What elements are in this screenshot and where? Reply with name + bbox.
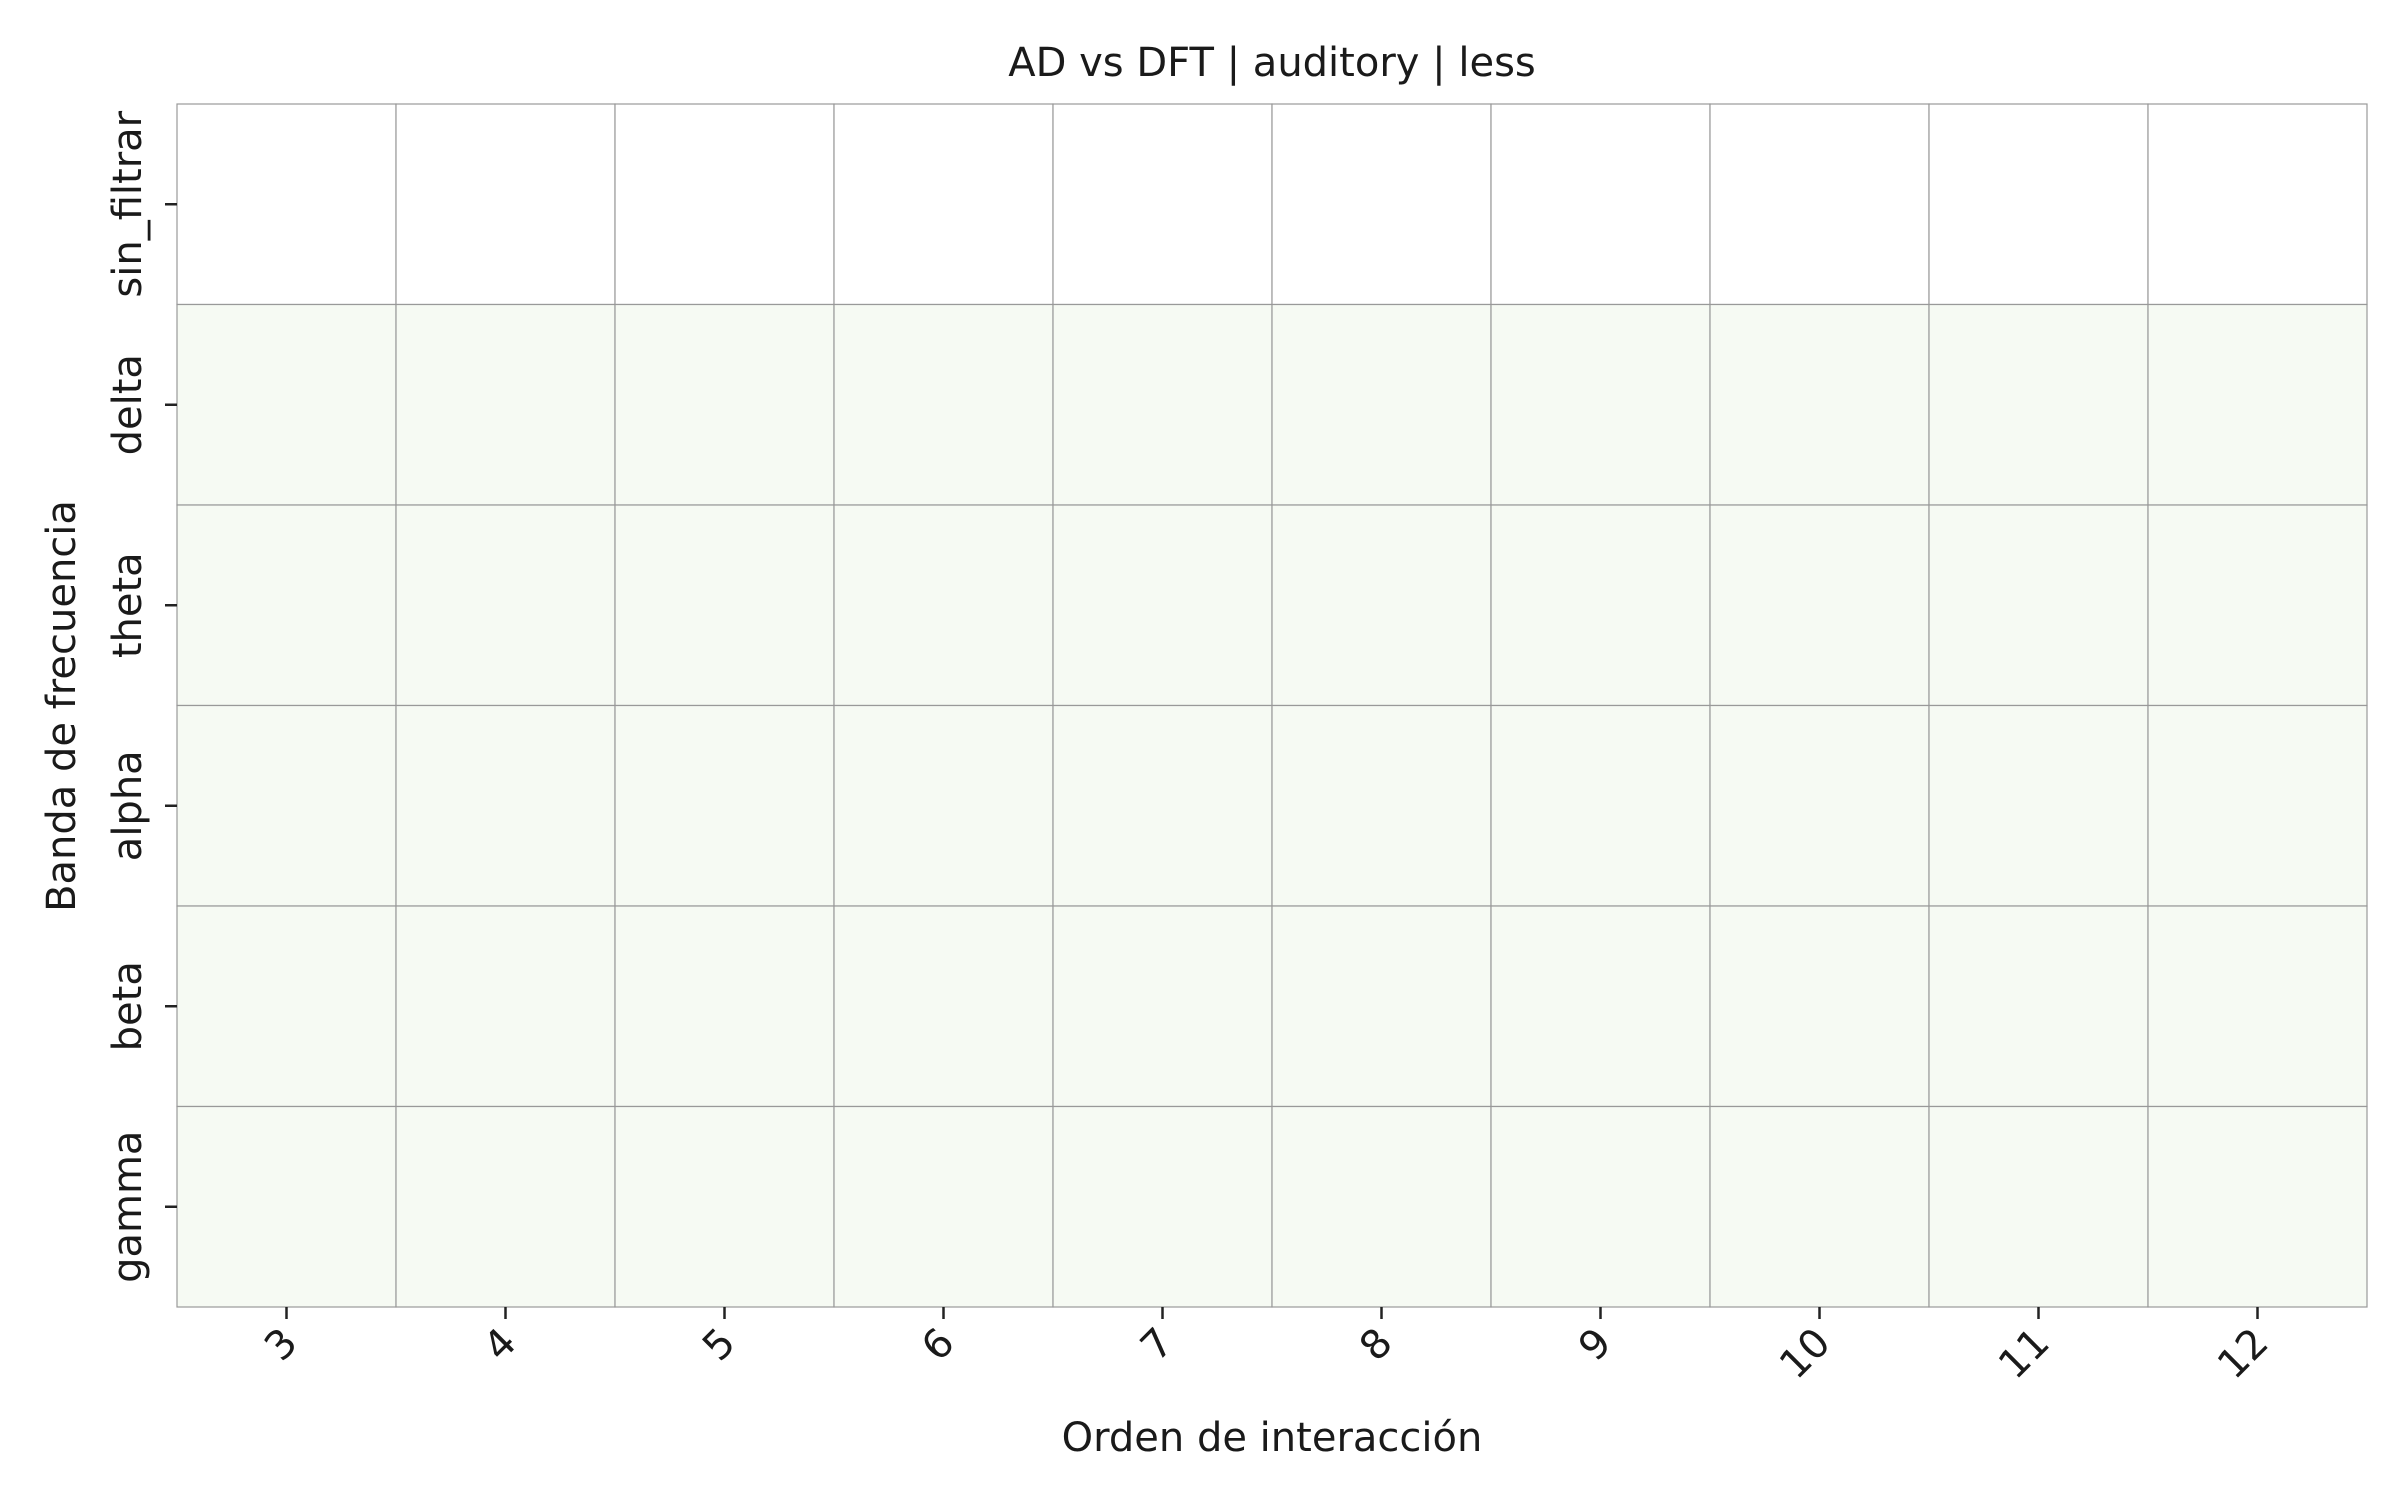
heatmap-cell-gamma-11 <box>1928 1105 2149 1308</box>
heatmap-cell-sin_filtrar-4 <box>395 103 616 306</box>
heatmap-cell-delta-4 <box>395 303 616 506</box>
heatmap-cell-theta-7 <box>1052 504 1273 707</box>
heatmap-cell-delta-9 <box>1490 303 1711 506</box>
heatmap-cell-beta-6 <box>833 905 1054 1108</box>
heatmap-cell-gamma-9 <box>1490 1105 1711 1308</box>
heatmap-cell-alpha-4 <box>395 704 616 907</box>
heatmap-cell-theta-5 <box>614 504 835 707</box>
heatmap-cell-theta-9 <box>1490 504 1711 707</box>
heatmap-cell-sin_filtrar-12 <box>2147 103 2368 306</box>
heatmap-cell-theta-4 <box>395 504 616 707</box>
heatmap-cell-delta-10 <box>1709 303 1930 506</box>
x-tick-label: 8 <box>1351 1320 1402 1371</box>
heatmap-cell-alpha-6 <box>833 704 1054 907</box>
heatmap-cell-alpha-9 <box>1490 704 1711 907</box>
heatmap-cell-theta-10 <box>1709 504 1930 707</box>
x-tick-label: 5 <box>694 1320 745 1371</box>
heatmap-cell-sin_filtrar-9 <box>1490 103 1711 306</box>
heatmap-cells <box>176 103 2368 1308</box>
heatmap-cell-sin_filtrar-6 <box>833 103 1054 306</box>
heatmap-cell-alpha-5 <box>614 704 835 907</box>
heatmap-cell-theta-6 <box>833 504 1054 707</box>
heatmap-cell-beta-4 <box>395 905 616 1108</box>
heatmap-cell-theta-11 <box>1928 504 2149 707</box>
heatmap-cell-beta-5 <box>614 905 835 1108</box>
y-tick-label: delta <box>105 354 151 455</box>
heatmap-cell-delta-11 <box>1928 303 2149 506</box>
heatmap-cell-gamma-12 <box>2147 1105 2368 1308</box>
heatmap-cell-beta-7 <box>1052 905 1273 1108</box>
heatmap-cell-alpha-12 <box>2147 704 2368 907</box>
y-tick-label: sin_filtrar <box>105 110 151 297</box>
heatmap-cell-gamma-3 <box>176 1105 397 1308</box>
heatmap-cell-delta-5 <box>614 303 835 506</box>
heatmap-cell-sin_filtrar-3 <box>176 103 397 306</box>
heatmap-cell-alpha-10 <box>1709 704 1930 907</box>
heatmap-cell-beta-9 <box>1490 905 1711 1108</box>
heatmap-cell-theta-12 <box>2147 504 2368 707</box>
y-tick-label: beta <box>105 961 151 1051</box>
x-tick-label: 6 <box>913 1320 964 1371</box>
heatmap-cell-beta-11 <box>1928 905 2149 1108</box>
x-tick-label: 3 <box>256 1320 307 1371</box>
heatmap-cell-beta-3 <box>176 905 397 1108</box>
heatmap-cell-delta-6 <box>833 303 1054 506</box>
heatmap-cell-gamma-10 <box>1709 1105 1930 1308</box>
x-tick-label: 9 <box>1570 1320 1621 1371</box>
heatmap-cell-alpha-8 <box>1271 704 1492 907</box>
heatmap-cell-sin_filtrar-8 <box>1271 103 1492 306</box>
heatmap-cell-gamma-7 <box>1052 1105 1273 1308</box>
heatmap-cell-sin_filtrar-5 <box>614 103 835 306</box>
heatmap-cell-delta-3 <box>176 303 397 506</box>
x-axis-label: Orden de interacción <box>1062 1415 1483 1461</box>
heatmap-cell-gamma-8 <box>1271 1105 1492 1308</box>
heatmap-cell-gamma-5 <box>614 1105 835 1308</box>
heatmap-cell-beta-8 <box>1271 905 1492 1108</box>
chart-title: AD vs DFT | auditory | less <box>1008 40 1536 86</box>
heatmap-cell-alpha-3 <box>176 704 397 907</box>
y-tick-label: gamma <box>105 1131 151 1283</box>
y-tick-label: theta <box>105 552 151 658</box>
x-tick-label: 10 <box>1771 1320 1840 1389</box>
heatmap-cell-alpha-11 <box>1928 704 2149 907</box>
x-axis: 3 4 5 6 7 8 9 10 11 12 <box>256 1307 2278 1388</box>
y-tick-label: alpha <box>105 750 151 861</box>
x-tick-label: 7 <box>1132 1320 1183 1371</box>
heatmap-cell-alpha-7 <box>1052 704 1273 907</box>
x-tick-label: 11 <box>1990 1320 2059 1389</box>
heatmap-cell-gamma-4 <box>395 1105 616 1308</box>
x-tick-label: 4 <box>475 1320 526 1371</box>
heatmap-cell-sin_filtrar-10 <box>1709 103 1930 306</box>
x-tick-label: 12 <box>2209 1320 2278 1389</box>
heatmap-cell-delta-7 <box>1052 303 1273 506</box>
heatmap-cell-theta-8 <box>1271 504 1492 707</box>
heatmap-cell-gamma-6 <box>833 1105 1054 1308</box>
heatmap-cell-delta-12 <box>2147 303 2368 506</box>
heatmap-cell-sin_filtrar-7 <box>1052 103 1273 306</box>
heatmap-cell-beta-10 <box>1709 905 1930 1108</box>
y-axis-label: Banda de frecuencia <box>39 500 85 912</box>
heatmap-cell-theta-3 <box>176 504 397 707</box>
heatmap-cell-beta-12 <box>2147 905 2368 1108</box>
heatmap-cell-sin_filtrar-11 <box>1928 103 2149 306</box>
heatmap-cell-delta-8 <box>1271 303 1492 506</box>
